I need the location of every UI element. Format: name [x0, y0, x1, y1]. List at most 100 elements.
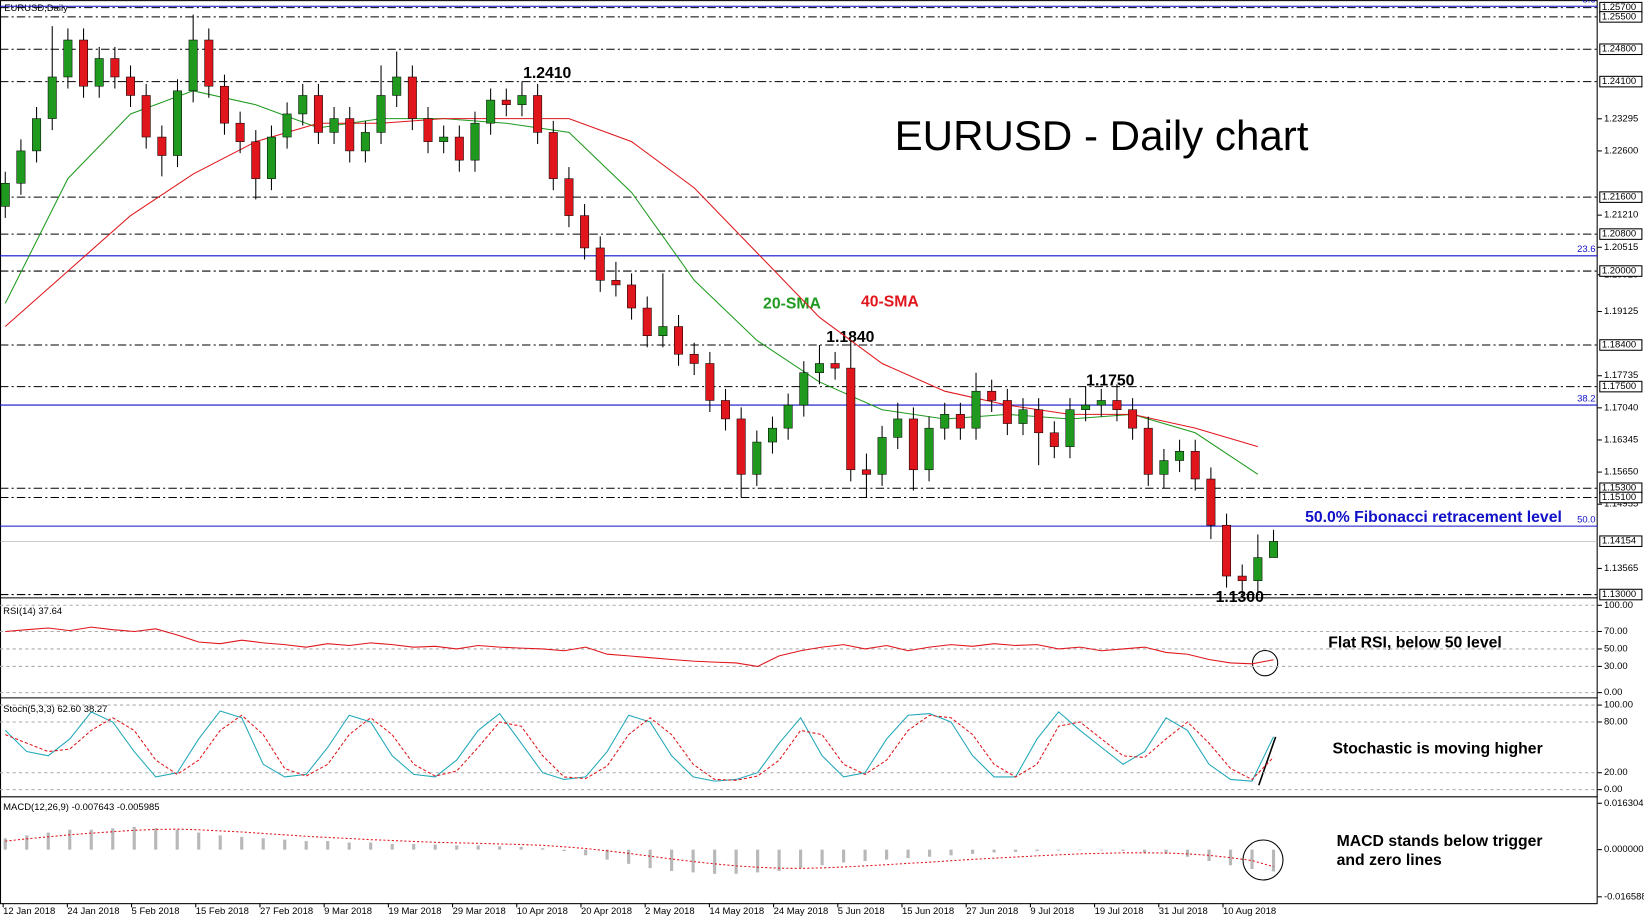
fib-label: 8.6 — [1582, 0, 1595, 5]
y-tick-label: 1.17040 — [1604, 402, 1638, 413]
y-tick-label: 70.00 — [1604, 626, 1628, 637]
candle-body — [251, 141, 261, 179]
highlight-stroke — [1258, 736, 1277, 786]
candle-body — [1049, 432, 1059, 447]
candle-body — [533, 95, 543, 133]
candle-body — [298, 95, 308, 115]
candle-body — [987, 390, 997, 401]
level-label: 1.18400 — [1602, 339, 1636, 350]
candle-body — [768, 427, 777, 443]
level-box — [1599, 380, 1643, 393]
x-tick-label: 20 Apr 2018 — [581, 906, 632, 917]
candle-body — [814, 363, 824, 373]
y-tick-label: 1.19125 — [1604, 306, 1638, 317]
y-tick-label: 0.00 — [1604, 687, 1622, 698]
low-label: 1.1300 — [1216, 589, 1264, 606]
candle-body — [1034, 409, 1044, 434]
y-tick-label: 0.000000 — [1604, 844, 1644, 855]
y-tick-label: -0.016588 — [1604, 891, 1644, 902]
candle-body — [799, 372, 809, 406]
pane-title: Stoch(5,3,3) 62.60 38.27 — [3, 704, 107, 715]
candle-body — [846, 367, 856, 471]
y-tick-label: 1.15650 — [1604, 467, 1638, 478]
x-tick-label: 29 Mar 2018 — [453, 906, 506, 917]
candle-body — [110, 58, 120, 78]
fib-label: 23.6 — [1577, 244, 1595, 255]
candle-body — [235, 122, 245, 142]
candle-body — [392, 76, 402, 96]
candle-body — [1253, 557, 1263, 581]
level-box — [1599, 491, 1643, 504]
pane-title: RSI(14) 37.64 — [3, 606, 62, 617]
x-tick-label: 9 Mar 2018 — [324, 906, 372, 917]
candle-body — [940, 414, 950, 429]
candle-body — [63, 39, 73, 78]
y-tick-label: 30.00 — [1604, 661, 1628, 672]
y-tick-label: 0.00 — [1604, 784, 1622, 795]
candle-body — [1269, 541, 1278, 558]
y-tick-label: 1.21210 — [1604, 210, 1638, 221]
peak-label: 1.1840 — [826, 329, 874, 346]
candle-body — [517, 95, 527, 105]
stoch-note: Stochastic is moving higher — [1332, 741, 1542, 758]
candle-body — [548, 132, 558, 179]
stoch-line — [4, 710, 1274, 782]
candle-body — [47, 76, 57, 119]
x-tick-label: 5 Jun 2018 — [838, 906, 885, 917]
x-tick-label: 27 Feb 2018 — [260, 906, 313, 917]
x-tick-label: 10 Apr 2018 — [517, 906, 568, 917]
candle-body — [173, 90, 182, 156]
candle-body — [454, 136, 464, 161]
candle-body — [955, 414, 965, 429]
y-tick-label: 80.00 — [1604, 716, 1628, 727]
candle-body — [486, 99, 496, 124]
candle-body — [1143, 427, 1153, 475]
symbol-label: EURUSD,Daily — [4, 3, 68, 14]
peak-label: 1.1750 — [1086, 372, 1134, 389]
candle-body — [627, 284, 637, 309]
candle-body — [1096, 400, 1106, 406]
pane-title: MACD(12,26,9) -0.007643 -0.005985 — [3, 802, 159, 813]
y-tick-label: 1.17735 — [1604, 370, 1638, 381]
candle-body — [783, 404, 793, 429]
frame — [0, 0, 1598, 905]
y-tick-label: 0.016304 — [1604, 798, 1644, 809]
x-tick-label: 2 May 2018 — [645, 906, 694, 917]
level-box — [1599, 191, 1643, 203]
candle-body — [1018, 409, 1028, 424]
level-label: 1.15300 — [1602, 483, 1636, 494]
level-box — [1599, 11, 1643, 23]
candle-body — [423, 118, 433, 142]
sma-label: 40-SMA — [861, 293, 919, 310]
x-tick-label: 15 Jun 2018 — [902, 906, 954, 917]
candle-body — [16, 150, 26, 184]
y-tick-label: 1.23295 — [1604, 113, 1638, 124]
sma-label: 20-SMA — [763, 295, 821, 312]
macd-note: MACD stands below trigger — [1337, 833, 1543, 850]
x-tick-label: 9 Jul 2018 — [1030, 906, 1074, 917]
level-label: 1.24100 — [1602, 76, 1636, 87]
level-label: 1.17500 — [1602, 381, 1636, 392]
candle-body — [752, 441, 762, 475]
candle-body — [658, 326, 668, 337]
x-tick-label: 27 Jun 2018 — [966, 906, 1018, 917]
candle-body — [1159, 460, 1169, 475]
y-tick-label: 1.13565 — [1604, 563, 1638, 574]
candle-body — [877, 437, 887, 475]
macd-note: and zero lines — [1337, 852, 1442, 869]
x-tick-label: 12 Jan 2018 — [3, 906, 55, 917]
y-tick-label: 50.00 — [1604, 643, 1628, 654]
x-tick-label: 19 Jul 2018 — [1095, 906, 1144, 917]
level-label: 1.25500 — [1602, 11, 1636, 22]
level-box — [1599, 339, 1643, 351]
candle-body — [439, 136, 449, 142]
highlight-circle — [1251, 650, 1279, 677]
level-label: 1.13000 — [1602, 589, 1636, 600]
candle-body — [1237, 575, 1247, 581]
candle-body — [282, 113, 292, 138]
last-price-box — [1599, 535, 1643, 548]
candle-body — [188, 39, 198, 92]
level-box — [1599, 228, 1643, 240]
level-label: 1.20800 — [1602, 229, 1636, 240]
